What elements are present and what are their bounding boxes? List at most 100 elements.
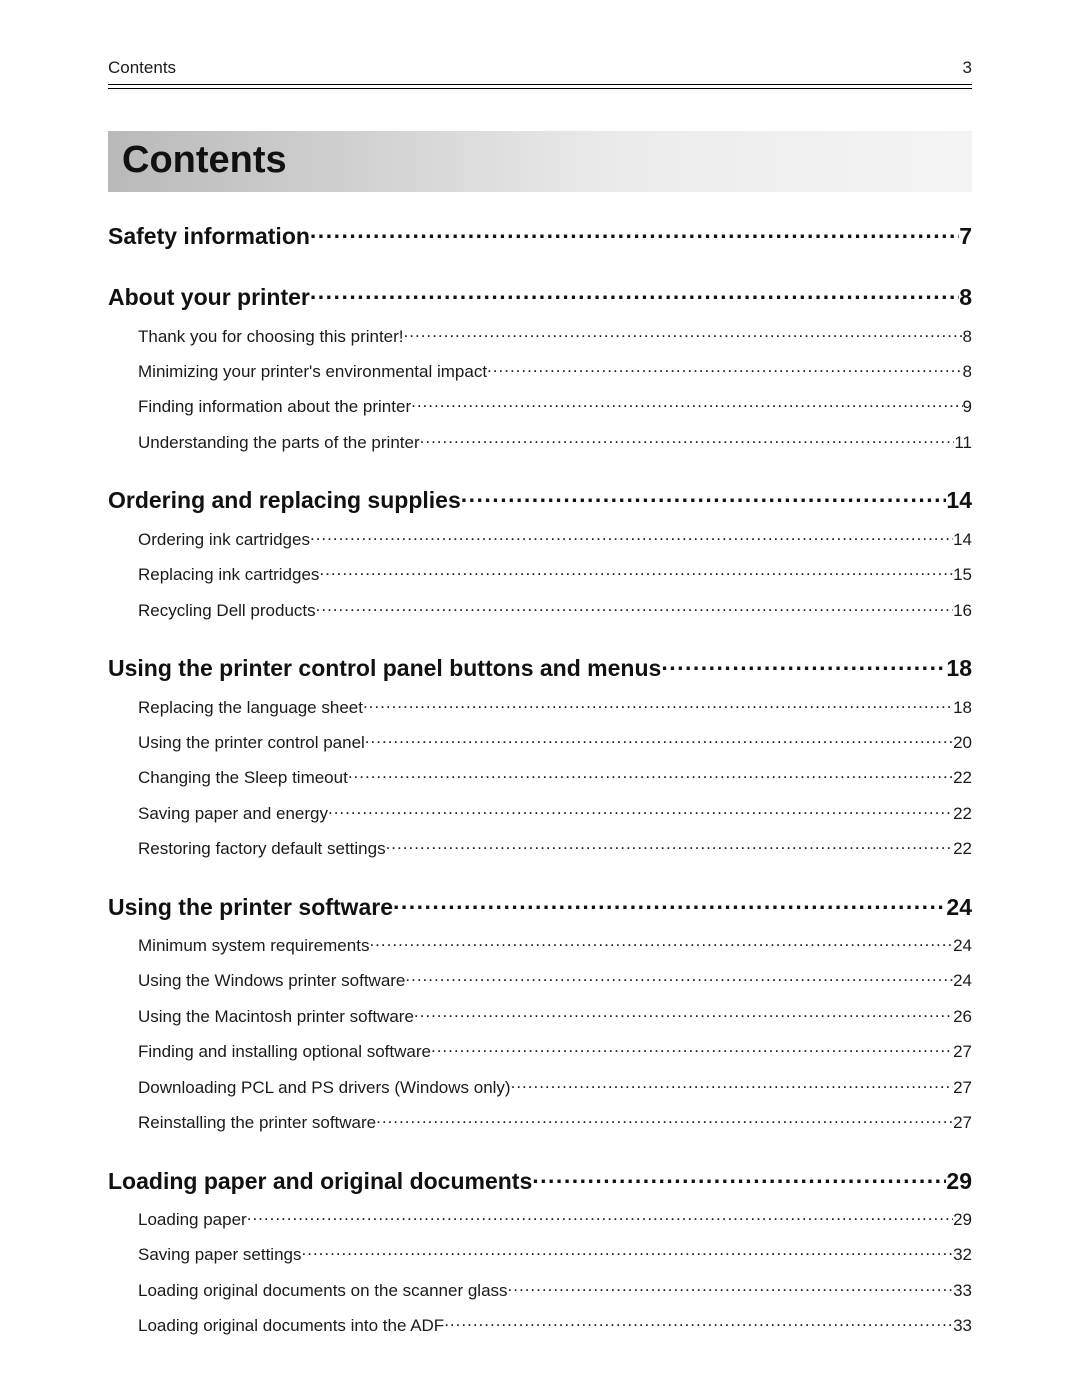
contents-title: Contents — [122, 139, 287, 181]
dot-leader — [363, 692, 953, 712]
running-title: Contents — [108, 58, 176, 78]
toc-subitem-row[interactable]: Ordering ink cartridges14 — [108, 524, 972, 549]
toc-subitem-title: Loading paper — [138, 1210, 247, 1230]
toc-section-row[interactable]: Ordering and replacing supplies14 — [108, 481, 972, 515]
toc-subitem-row[interactable]: Saving paper and energy 22 — [108, 798, 972, 823]
toc-subitem-row[interactable]: Finding and installing optional software… — [108, 1037, 972, 1062]
toc-section-page: 14 — [946, 487, 972, 514]
toc-section: Safety information7 — [108, 216, 972, 250]
dot-leader — [461, 481, 947, 509]
toc-section-title: Loading paper and original documents — [108, 1168, 532, 1195]
contents-title-band: Contents — [108, 131, 972, 192]
toc-subitem-title: Loading original documents into the ADF — [138, 1316, 444, 1336]
toc-section-title: Using the printer control panel buttons … — [108, 655, 661, 682]
toc-section-page: 24 — [946, 894, 972, 921]
toc-subitem-row[interactable]: Thank you for choosing this printer! 8 — [108, 321, 972, 346]
toc-subitem-row[interactable]: Minimum system requirements24 — [108, 931, 972, 956]
toc-subitem-row[interactable]: Using the printer control panel20 — [108, 728, 972, 753]
toc-subitem-page: 11 — [954, 433, 972, 453]
dot-leader — [316, 595, 953, 615]
toc-section-row[interactable]: Using the printer software 24 — [108, 887, 972, 921]
toc-subitem-row[interactable]: Saving paper settings 32 — [108, 1240, 972, 1265]
toc-subitem-page: 22 — [953, 839, 972, 859]
toc-subitem-row[interactable]: Recycling Dell products 16 — [108, 595, 972, 620]
dot-leader — [508, 1275, 954, 1295]
toc-subitem-page: 33 — [953, 1281, 972, 1301]
toc-subitem-title: Saving paper and energy — [138, 804, 328, 824]
dot-leader — [365, 728, 953, 748]
toc-subitem-row[interactable]: Reinstalling the printer software 27 — [108, 1108, 972, 1133]
toc-subitem-page: 24 — [953, 971, 972, 991]
toc-subitem-row[interactable]: Loading paper29 — [108, 1205, 972, 1230]
toc-subitem-title: Reinstalling the printer software — [138, 1113, 376, 1133]
toc-subitem-title: Downloading PCL and PS drivers (Windows … — [138, 1078, 511, 1098]
toc-subitem-title: Understanding the parts of the printer — [138, 433, 420, 453]
toc-subitems: Loading paper29 Saving paper settings 32 Lo… — [108, 1205, 972, 1337]
toc-subitem-row[interactable]: Restoring factory default settings 22 — [108, 834, 972, 859]
toc-section-title: Using the printer software — [108, 894, 393, 921]
toc-section: Using the printer software24Minimum syst… — [108, 887, 972, 1133]
toc-section-row[interactable]: About your printer8 — [108, 278, 972, 312]
toc-subitems: Minimum system requirements24 Using the W… — [108, 931, 972, 1133]
toc-section-row[interactable]: Safety information7 — [108, 216, 972, 250]
dot-leader — [404, 321, 963, 341]
toc-subitem-title: Finding and installing optional software — [138, 1042, 431, 1062]
toc-subitem-page: 15 — [953, 565, 972, 585]
toc-subitem-title: Finding information about the printer — [138, 397, 411, 417]
toc-subitem-page: 20 — [953, 733, 972, 753]
toc-subitem-title: Restoring factory default settings — [138, 839, 386, 859]
dot-leader — [414, 1001, 953, 1021]
toc-subitem-title: Thank you for choosing this printer! — [138, 327, 404, 347]
toc-subitem-page: 24 — [953, 936, 972, 956]
toc-subitem-row[interactable]: Loading original documents into the ADF 3… — [108, 1311, 972, 1336]
toc-subitem-page: 18 — [953, 698, 972, 718]
toc-section-row[interactable]: Using the printer control panel buttons … — [108, 649, 972, 683]
toc-subitem-row[interactable]: Understanding the parts of the printer 11 — [108, 427, 972, 452]
dot-leader — [310, 524, 953, 544]
dot-leader — [328, 798, 953, 818]
dot-leader — [487, 357, 962, 377]
toc-subitem-page: 32 — [953, 1245, 972, 1265]
toc-subitem-page: 33 — [953, 1316, 972, 1336]
page-body: Contents 3 Contents Safety information7A… — [0, 0, 1080, 1336]
toc-subitem-page: 14 — [953, 530, 972, 550]
toc-subitem-page: 8 — [963, 327, 972, 347]
toc-subitem-row[interactable]: Changing the Sleep timeout22 — [108, 763, 972, 788]
toc-subitem-page: 27 — [953, 1113, 972, 1133]
toc-subitem-title: Loading original documents on the scanne… — [138, 1281, 508, 1301]
toc-subitem-title: Minimizing your printer's environmental … — [138, 362, 487, 382]
toc-section-page: 18 — [946, 655, 972, 682]
toc-subitem-title: Changing the Sleep timeout — [138, 768, 348, 788]
toc-section-row[interactable]: Loading paper and original documents 29 — [108, 1161, 972, 1195]
dot-leader — [247, 1205, 953, 1225]
toc-subitem-row[interactable]: Finding information about the printer9 — [108, 392, 972, 417]
toc-subitem-row[interactable]: Minimizing your printer's environmental … — [108, 357, 972, 382]
toc-subitem-row[interactable]: Replacing the language sheet 18 — [108, 692, 972, 717]
toc-subitem-page: 16 — [953, 601, 972, 621]
toc-subitem-title: Replacing ink cartridges — [138, 565, 319, 585]
dot-leader — [348, 763, 953, 783]
dot-leader — [420, 427, 955, 447]
dot-leader — [386, 834, 954, 854]
dot-leader — [405, 966, 953, 986]
toc-subitem-title: Recycling Dell products — [138, 601, 316, 621]
toc-subitems: Replacing the language sheet 18 Using the … — [108, 692, 972, 859]
toc-subitem-row[interactable]: Using the Macintosh printer software26 — [108, 1001, 972, 1026]
toc-section: About your printer8 Thank you for choosin… — [108, 278, 972, 453]
toc-subitem-row[interactable]: Downloading PCL and PS drivers (Windows … — [108, 1072, 972, 1097]
toc-subitem-page: 22 — [953, 804, 972, 824]
toc-subitem-title: Saving paper settings — [138, 1245, 302, 1265]
dot-leader — [431, 1037, 953, 1057]
toc-subitem-row[interactable]: Replacing ink cartridges 15 — [108, 560, 972, 585]
toc-subitem-row[interactable]: Loading original documents on the scanne… — [108, 1275, 972, 1300]
toc-subitem-row[interactable]: Using the Windows printer software24 — [108, 966, 972, 991]
toc-subitem-page: 27 — [953, 1078, 972, 1098]
toc-subitems: Ordering ink cartridges14 Replacing ink c… — [108, 524, 972, 620]
toc-section: Using the printer control panel buttons … — [108, 649, 972, 860]
dot-leader — [310, 216, 959, 244]
toc-section-title: Safety information — [108, 223, 310, 250]
dot-leader — [444, 1311, 953, 1331]
toc-section-page: 29 — [946, 1168, 972, 1195]
toc-section: Ordering and replacing supplies14 Orderin… — [108, 481, 972, 621]
toc-subitem-title: Replacing the language sheet — [138, 698, 363, 718]
